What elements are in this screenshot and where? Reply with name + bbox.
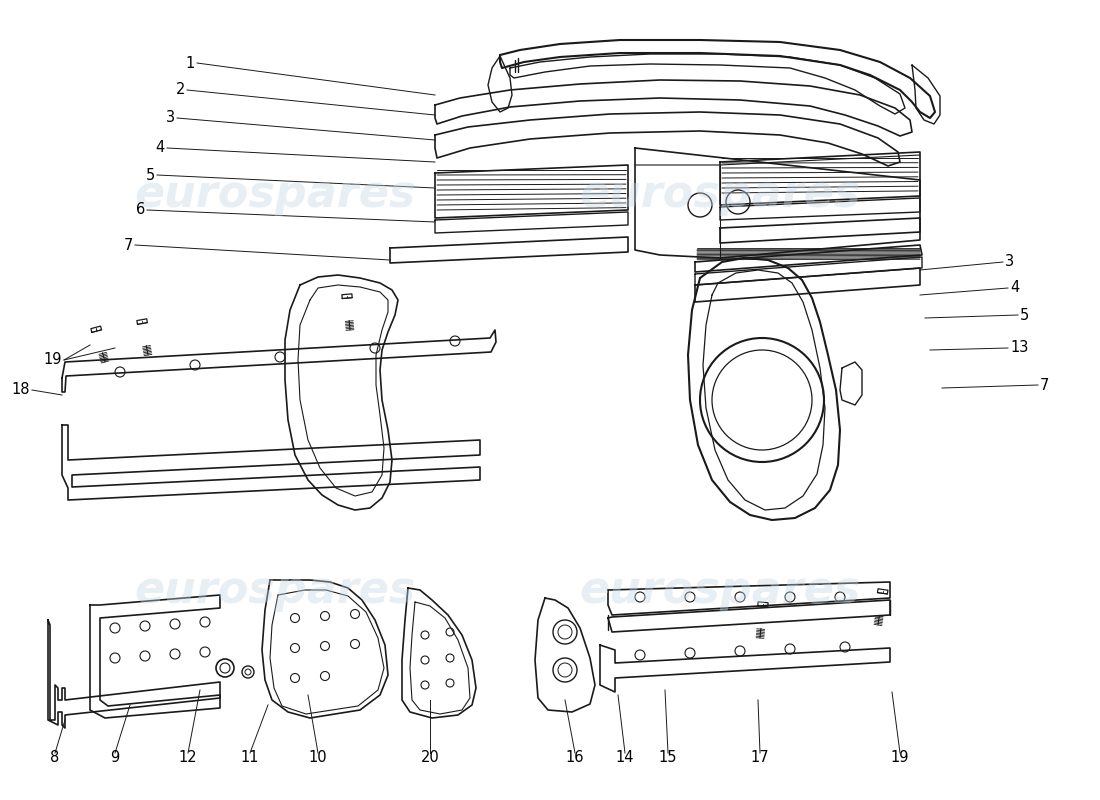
Text: 12: 12	[178, 750, 197, 766]
Text: eurospares: eurospares	[134, 569, 416, 611]
Text: 3: 3	[166, 110, 175, 126]
Text: 4: 4	[1010, 281, 1020, 295]
Text: 19: 19	[44, 353, 62, 367]
Text: 20: 20	[420, 750, 439, 766]
Text: 1: 1	[186, 55, 195, 70]
Text: eurospares: eurospares	[134, 174, 416, 217]
Text: 16: 16	[565, 750, 584, 766]
Text: 17: 17	[750, 750, 769, 766]
Text: 11: 11	[241, 750, 260, 766]
Text: 9: 9	[110, 750, 120, 766]
Text: 3: 3	[1005, 254, 1014, 270]
Text: 8: 8	[51, 750, 59, 766]
Text: 7: 7	[123, 238, 133, 253]
Text: 15: 15	[659, 750, 678, 766]
Text: 7: 7	[1040, 378, 1049, 393]
Text: 14: 14	[616, 750, 635, 766]
Text: 4: 4	[156, 141, 165, 155]
Text: 13: 13	[1010, 341, 1028, 355]
Text: 6: 6	[135, 202, 145, 218]
Text: 19: 19	[891, 750, 910, 766]
Text: 10: 10	[309, 750, 328, 766]
Text: 2: 2	[176, 82, 185, 98]
Text: eurospares: eurospares	[580, 569, 860, 611]
Text: 18: 18	[11, 382, 30, 398]
Text: 5: 5	[1020, 307, 1030, 322]
Text: 5: 5	[145, 167, 155, 182]
Text: eurospares: eurospares	[580, 174, 860, 217]
